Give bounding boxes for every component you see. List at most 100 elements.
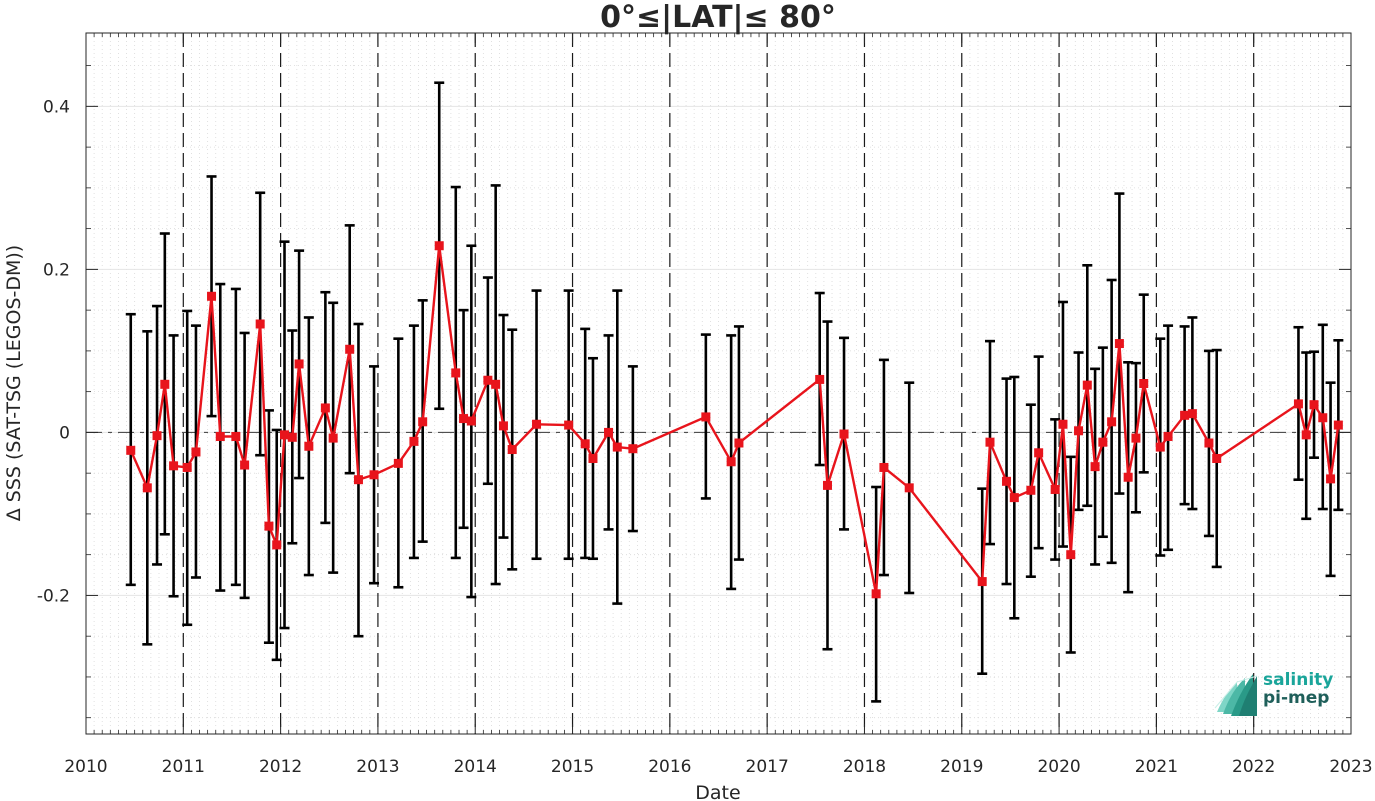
data-point-marker	[191, 447, 201, 457]
data-point-marker	[418, 417, 428, 427]
data-point-marker	[294, 359, 304, 369]
data-point-marker	[466, 416, 476, 426]
data-point-marker	[1139, 379, 1149, 388]
data-point-marker	[304, 441, 314, 451]
data-point-marker	[1204, 438, 1214, 448]
data-point-marker	[1058, 419, 1068, 429]
data-point-marker	[839, 429, 849, 439]
y-tick-label: -0.2	[37, 586, 70, 606]
salinity-pi-mep-logo: salinity pi-mep	[1213, 668, 1343, 718]
x-tick-label: 2016	[648, 757, 691, 777]
data-point-marker	[564, 420, 574, 430]
data-point-marker	[207, 291, 217, 301]
logo-text-salinity: salinity	[1263, 670, 1334, 690]
x-tick-label: 2013	[356, 757, 399, 777]
data-point-marker	[231, 431, 241, 441]
x-axis-label: Date	[695, 782, 740, 801]
logo-text-pi-mep: pi-mep	[1263, 688, 1330, 708]
y-tick-label: 0.4	[43, 97, 70, 117]
data-point-marker	[409, 436, 419, 446]
data-point-marker	[240, 460, 250, 470]
data-point-marker	[580, 439, 590, 449]
data-point-marker	[1131, 433, 1141, 443]
data-point-marker	[734, 438, 744, 448]
data-point-marker	[369, 470, 379, 480]
data-point-marker	[287, 432, 297, 442]
data-point-marker	[904, 483, 914, 493]
markers	[126, 241, 1343, 599]
data-point-marker	[255, 319, 265, 329]
y-tick-label: 0	[59, 423, 70, 443]
x-tick-label: 2017	[746, 757, 789, 777]
data-point-marker	[451, 368, 461, 378]
data-point-marker	[726, 457, 736, 467]
data-point-marker	[1163, 431, 1173, 441]
data-point-marker	[152, 431, 162, 441]
data-point-marker	[169, 461, 179, 471]
data-point-marker	[1187, 409, 1197, 419]
data-point-marker	[1114, 339, 1124, 349]
data-point-marker	[1333, 420, 1343, 430]
y-tick-label: 0.2	[43, 260, 70, 280]
data-point-marker	[1026, 485, 1036, 495]
data-point-marker	[498, 421, 508, 431]
data-point-marker	[126, 445, 136, 455]
data-point-marker	[434, 241, 444, 251]
x-tick-label: 2022	[1232, 757, 1275, 777]
data-point-marker	[701, 412, 711, 422]
data-point-marker	[215, 431, 225, 441]
data-point-marker	[1180, 410, 1190, 420]
data-point-marker	[320, 403, 330, 413]
data-point-marker	[1326, 474, 1336, 484]
data-point-marker	[604, 427, 614, 437]
data-point-marker	[815, 374, 825, 384]
data-point-marker	[491, 379, 501, 389]
chart-title: 0°≤|LAT|≤ 80°	[600, 0, 836, 35]
year-boundary-lines	[182, 33, 1255, 734]
data-point-marker	[985, 437, 995, 447]
y-tick-labels: -0.2 0 0.2 0.4	[37, 97, 70, 606]
data-point-marker	[879, 462, 889, 472]
data-point-marker	[1074, 426, 1084, 436]
axis-ticks	[85, 33, 1352, 734]
data-point-marker	[507, 445, 517, 455]
data-point-marker	[272, 540, 282, 550]
data-point-marker	[532, 419, 542, 429]
x-tick-label: 2023	[1329, 757, 1372, 777]
data-point-marker	[1309, 400, 1319, 410]
data-point-marker	[1002, 476, 1012, 486]
x-tick-label: 2020	[1037, 757, 1080, 777]
data-point-marker	[1293, 399, 1303, 409]
x-tick-label: 2014	[454, 757, 497, 777]
data-point-marker	[1009, 493, 1019, 503]
data-point-marker	[182, 462, 192, 472]
data-point-marker	[871, 589, 881, 599]
x-tick-label: 2018	[843, 757, 886, 777]
data-point-marker	[345, 344, 355, 354]
data-point-marker	[1107, 417, 1117, 427]
data-point-marker	[328, 433, 338, 443]
y-axis-label: Δ SSS (SAT-TSG (LEGOS-DM))	[3, 245, 25, 521]
series-line	[129, 245, 1340, 595]
data-point-marker	[822, 480, 832, 490]
waves-icon	[1214, 674, 1258, 716]
data-point-marker	[459, 414, 469, 424]
data-point-marker	[160, 379, 170, 389]
data-point-marker	[1034, 448, 1044, 458]
data-point-marker	[977, 577, 987, 587]
data-point-marker	[142, 483, 152, 493]
x-tick-label: 2019	[940, 757, 983, 777]
x-tick-label: 2010	[64, 757, 107, 777]
data-point-marker	[588, 453, 598, 463]
data-point-marker	[1082, 380, 1092, 390]
x-tick-labels: 2010 2011 2012 2013 2014 2015 2016 2017 2018 2019…	[64, 757, 1372, 777]
data-point-marker	[628, 444, 638, 454]
data-point-marker	[1066, 550, 1076, 560]
data-point-marker	[264, 521, 274, 531]
minor-grid	[86, 33, 1351, 734]
data-point-marker	[393, 458, 403, 468]
data-point-marker	[1090, 462, 1100, 472]
data-point-marker	[1155, 442, 1165, 452]
x-tick-label: 2021	[1135, 757, 1178, 777]
